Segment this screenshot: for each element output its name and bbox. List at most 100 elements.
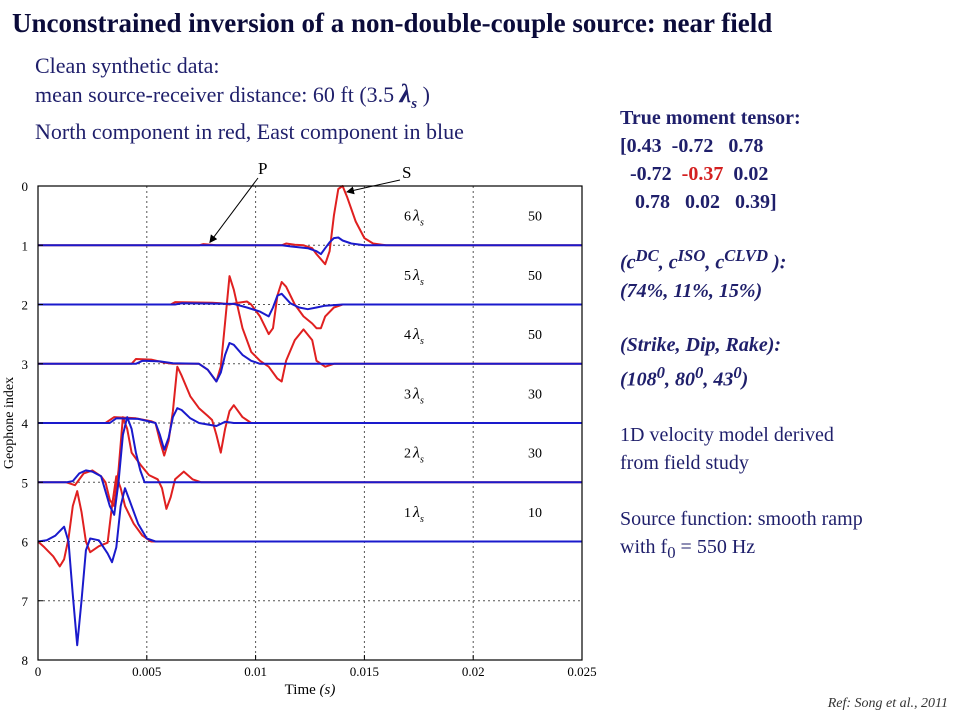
- source-f-sub: 0: [667, 543, 676, 563]
- sdr-dip: , 80: [665, 368, 695, 391]
- scale-label: 30: [528, 447, 542, 462]
- lambda-subscript: s: [411, 96, 418, 113]
- reference-note: Ref: Song et al., 2011: [827, 696, 948, 711]
- arrow-p: [209, 177, 259, 244]
- distance-label: 4 λs: [404, 326, 424, 347]
- x-tick-label: 0.025: [567, 664, 596, 679]
- distance-lambda-sub: s: [420, 514, 424, 525]
- y-tick-label: 4: [22, 416, 29, 431]
- mt-row2-highlight: -0.37: [681, 163, 724, 185]
- trace-layer: [37, 185, 582, 647]
- distance-lambda-sub: s: [420, 218, 424, 229]
- east-trace-2: [38, 292, 582, 318]
- phase-label-p: P: [258, 160, 267, 178]
- source-function-line-2: with f0 = 550 Hz: [620, 533, 863, 567]
- phase-label-s: S: [402, 163, 411, 182]
- north-trace-4: [38, 365, 582, 457]
- moment-tensor-row-1: [0.43 -0.72 0.78: [620, 135, 764, 157]
- decomposition-label: (cDC, cISO, cCLVD ):: [620, 242, 863, 277]
- east-trace-3: [38, 342, 582, 383]
- decomp-sup-clvd: CLVD: [724, 246, 769, 265]
- distance-label: 1 λs: [404, 504, 424, 525]
- distance-lambda-sub: s: [420, 455, 424, 466]
- decomposition-values: (74%, 11%, 15%): [620, 279, 763, 302]
- distance-label: 5 λs: [404, 267, 424, 288]
- east-trace-5: [38, 416, 582, 516]
- scale-label: 50: [528, 269, 542, 284]
- moment-tensor-row-3: 0.78 0.02 0.39]: [620, 191, 777, 213]
- distance-lambda: λ: [412, 445, 420, 462]
- mt-row2-part-a: -0.72: [620, 163, 682, 185]
- sdr-values: (1080, 800, 430): [620, 359, 863, 394]
- sdr-label: (Strike, Dip, Rake):: [620, 333, 782, 356]
- north-trace-3: [38, 275, 582, 383]
- sdr-strike: (108: [620, 368, 657, 391]
- y-tick-label: 2: [22, 298, 29, 313]
- mt-row2-part-b: 0.02: [723, 163, 769, 185]
- x-axis-label: Time (s): [285, 682, 336, 698]
- scale-label: 30: [528, 387, 542, 402]
- y-tick-label: 3: [22, 357, 29, 372]
- north-trace-1: [38, 185, 582, 266]
- subtitle-line-2-prefix: mean source-receiver distance: 60 ft (3.…: [35, 82, 400, 107]
- sdr-close: ): [741, 368, 749, 391]
- x-tick-label: 0.02: [462, 664, 485, 679]
- y-tick-label: 0: [22, 179, 29, 194]
- y-tick-label: 8: [22, 653, 29, 668]
- lambda-symbol: λs: [399, 79, 417, 113]
- distance-lambda-sub: s: [420, 277, 424, 288]
- scale-label: 50: [528, 328, 542, 343]
- sdr-deg-1: 0: [656, 362, 665, 382]
- decomp-sup-dc: DC: [635, 246, 659, 265]
- sdr-deg-2: 0: [695, 362, 704, 382]
- y-tick-label: 5: [22, 475, 29, 490]
- seismogram-chart: 0 0.005 0.01 0.015 0.02 0.025 0 1 2 3 4 5 6 7 8 Time (s…: [2, 160, 597, 698]
- x-tick-label: 0.01: [244, 664, 267, 679]
- y-tick-label: 1: [22, 238, 29, 253]
- label-layer: 0 0.005 0.01 0.015 0.02 0.025 0 1 2 3 4 5 6 7 8 Time (s…: [2, 160, 597, 698]
- right-info-panel: True moment tensor: [0.43 -0.72 0.78 -0.…: [620, 104, 863, 567]
- decomp-sep-2: , c: [705, 251, 725, 274]
- sdr-rake: , 43: [703, 368, 734, 391]
- decomp-sup-iso: ISO: [677, 246, 706, 265]
- sdr-deg-3: 0: [733, 362, 742, 382]
- frame-layer: [37, 185, 583, 661]
- velocity-model-line-2: from field study: [620, 452, 749, 475]
- subtitle-line-1: Clean synthetic data:: [35, 53, 220, 78]
- distance-label: 6 λs: [404, 208, 424, 229]
- x-tick-label: 0: [35, 664, 42, 679]
- arrow-s: [346, 179, 401, 195]
- east-trace-1: [38, 236, 582, 256]
- distance-lambda-sub: s: [420, 336, 424, 347]
- distance-lambda: λ: [412, 385, 420, 402]
- source-f: with f: [620, 536, 668, 559]
- x-tick-label: 0.005: [132, 664, 161, 679]
- x-axis-unit: (s): [320, 682, 336, 698]
- distance-label: 2 λs: [404, 445, 424, 466]
- decomp-open: (c: [620, 251, 636, 274]
- distance-lambda-sub: s: [420, 395, 424, 406]
- subtitle-line-2: mean source-receiver distance: 60 ft (3.…: [35, 80, 464, 118]
- page-title: Unconstrained inversion of a non-double-…: [12, 8, 773, 38]
- east-trace-6: [37, 487, 582, 647]
- distance-lambda: λ: [412, 326, 420, 343]
- distance-label: 3 λs: [404, 385, 424, 406]
- north-trace-6: [37, 475, 582, 568]
- source-freq: = 550 Hz: [675, 536, 756, 559]
- decomp-sep-1: , c: [658, 251, 678, 274]
- lambda-glyph: λ: [399, 79, 412, 108]
- distance-lambda: λ: [412, 267, 420, 284]
- decomp-close: ):: [768, 251, 787, 274]
- distance-lambda: λ: [412, 504, 420, 521]
- source-function-line-1: Source function: smooth ramp: [620, 508, 863, 531]
- distance-lambda: λ: [412, 208, 420, 225]
- moment-tensor-row-2: -0.72 -0.37 0.02: [620, 160, 863, 188]
- y-axis-label: Geophone index: [2, 377, 17, 469]
- east-trace-4: [38, 407, 582, 451]
- subtitle-line-2-suffix: ): [417, 82, 430, 107]
- velocity-model-line-1: 1D velocity model derived: [620, 424, 834, 447]
- subtitle-line-3: North component in red, East component i…: [35, 119, 464, 145]
- scale-label: 50: [528, 210, 542, 225]
- scale-label: 10: [528, 506, 542, 521]
- moment-tensor-title: True moment tensor:: [620, 107, 801, 129]
